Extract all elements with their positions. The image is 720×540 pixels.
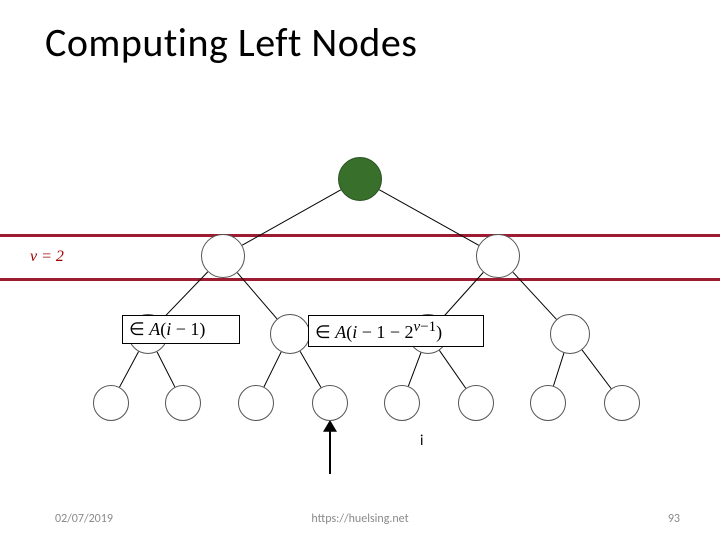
leaf-node-7 bbox=[604, 385, 640, 421]
root-node bbox=[338, 157, 382, 201]
leaf-node-4 bbox=[384, 385, 420, 421]
leaf-node-0 bbox=[93, 385, 129, 421]
tree-edges bbox=[0, 0, 720, 540]
leaf-node-2 bbox=[238, 385, 274, 421]
footer-page: 93 bbox=[668, 512, 680, 526]
level2-node-1 bbox=[476, 234, 520, 278]
slide: Computing Left Nodes ν = 2 ∈ A(i − 1) ∈ … bbox=[0, 0, 720, 540]
level2-node-0 bbox=[201, 234, 245, 278]
footer-url: https://huelsing.net bbox=[0, 512, 720, 526]
leaf-node-5 bbox=[458, 385, 494, 421]
level1-node-3 bbox=[550, 314, 590, 354]
formula-right: ∈ A(i − 1 − 2ν−1) bbox=[308, 315, 484, 347]
leaf-node-6 bbox=[530, 385, 566, 421]
i-label: i bbox=[420, 432, 423, 450]
formula-left: ∈ A(i − 1) bbox=[122, 315, 240, 344]
leaf-node-1 bbox=[165, 385, 201, 421]
leaf-node-3 bbox=[312, 385, 348, 421]
level1-node-1 bbox=[270, 314, 310, 354]
